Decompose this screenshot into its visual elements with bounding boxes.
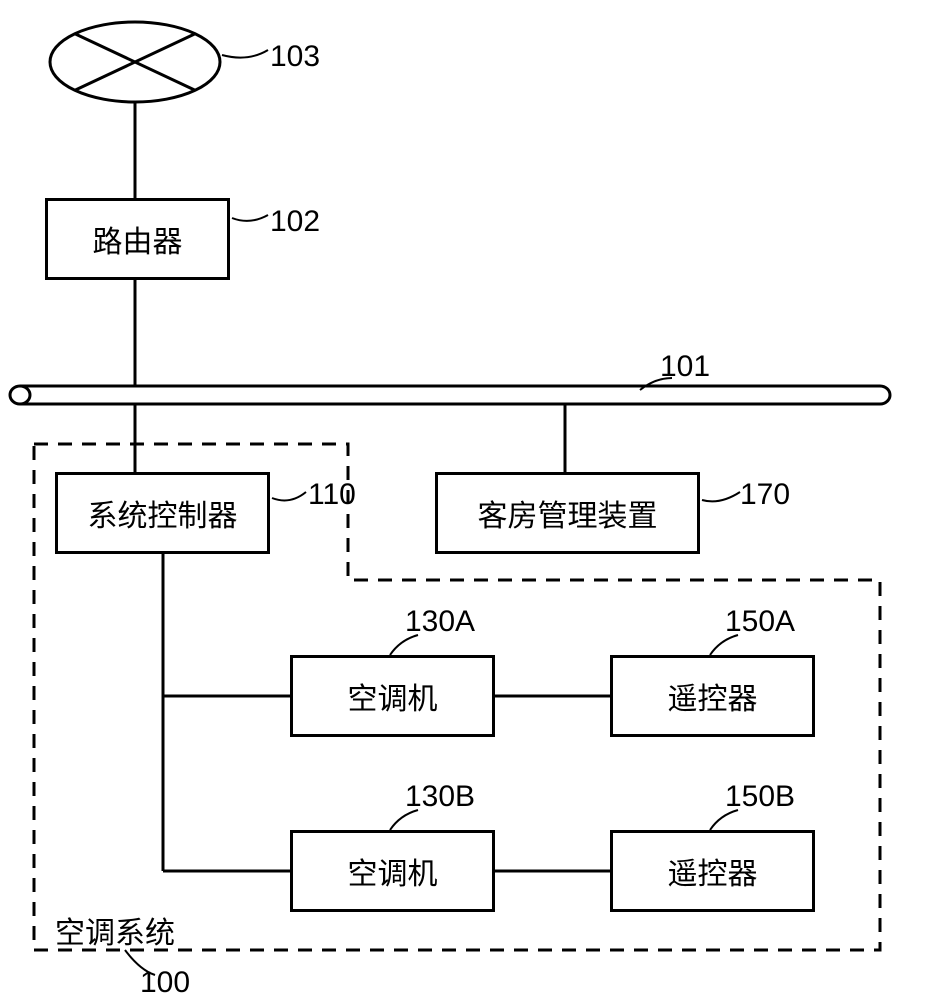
ref-label-130b: 130B [405,780,475,814]
ref-label-103: 103 [270,40,320,74]
ref-label-101: 101 [660,350,710,384]
remote-a-label: 遥控器 [668,674,758,718]
system-controller-label: 系统控制器 [88,491,238,535]
room-management-label: 客房管理装置 [478,491,658,535]
room-management-node: 客房管理装置 [435,472,700,554]
bus-pipe [10,386,890,404]
system-caption: 空调系统 [55,908,175,952]
remote-b-label: 遥控器 [668,849,758,893]
ref-label-102: 102 [270,205,320,239]
ref-label-130a: 130A [405,605,475,639]
antenna-symbol [50,22,220,102]
remote-b-node: 遥控器 [610,830,815,912]
system-controller-node: 系统控制器 [55,472,270,554]
air-conditioner-b-node: 空调机 [290,830,495,912]
ref-label-100: 100 [140,966,190,1000]
ref-label-110: 110 [308,478,356,512]
ref-label-170: 170 [740,478,790,512]
remote-a-node: 遥控器 [610,655,815,737]
air-conditioner-b-label: 空调机 [348,849,438,893]
air-conditioner-a-label: 空调机 [348,674,438,718]
router-node: 路由器 [45,198,230,280]
router-label: 路由器 [93,217,183,261]
ref-label-150b: 150B [725,780,795,814]
ref-label-150a: 150A [725,605,795,639]
diagram-canvas: 路由器 系统控制器 客房管理装置 空调机 遥控器 空调机 遥控器 103 102… [0,0,935,1000]
air-conditioner-a-node: 空调机 [290,655,495,737]
